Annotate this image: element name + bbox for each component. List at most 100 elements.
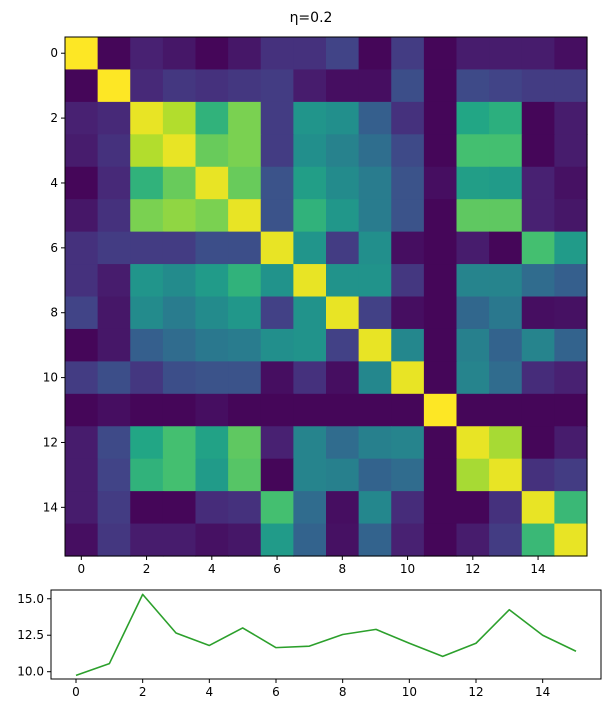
heatmap-cell-11-7 [293, 393, 327, 427]
heatmap-cell-11-10 [391, 393, 425, 427]
heatmap-cell-3-2 [130, 134, 164, 168]
heatmap-cell-9-3 [162, 328, 197, 362]
heatmap-cell-3-9 [358, 134, 392, 168]
heatmap-cell-1-6 [260, 69, 294, 103]
heatmap-cell-4-13 [489, 166, 523, 200]
heatmap-cell-1-0 [65, 69, 99, 103]
heatmap-cell-12-10 [391, 426, 425, 460]
heatmap-cell-5-1 [97, 199, 131, 233]
heatmap-cell-9-2 [130, 328, 164, 362]
heatmap-cell-9-11 [423, 328, 458, 362]
heatmap-cell-0-14 [521, 37, 555, 71]
heatmap-cell-3-1 [97, 134, 131, 168]
heatmap-y-tick-label: 4 [50, 176, 58, 190]
heatmap-cell-9-15 [554, 328, 588, 362]
heatmap-cell-2-1 [97, 101, 131, 135]
heatmap-cell-14-0 [65, 491, 99, 525]
heatmap-cell-3-12 [456, 134, 490, 168]
heatmap-cell-2-13 [489, 101, 523, 135]
heatmap-cell-3-11 [423, 134, 458, 168]
heatmap-cell-0-6 [260, 37, 294, 71]
heatmap-x-tick-label: 0 [77, 562, 85, 576]
heatmap-cell-2-10 [391, 101, 425, 135]
line-x-axis: 0 2 4 6 8 10 12 14 [72, 679, 550, 699]
heatmap-cell-15-7 [293, 523, 327, 557]
heatmap-cell-6-5 [228, 231, 262, 265]
heatmap-cells [65, 37, 588, 557]
heatmap-cell-3-10 [391, 134, 425, 168]
heatmap-cell-8-14 [521, 296, 555, 330]
heatmap-cell-3-14 [521, 134, 555, 168]
heatmap-cell-2-5 [228, 101, 262, 135]
heatmap-cell-4-1 [97, 166, 131, 200]
heatmap-cell-8-7 [293, 296, 327, 330]
heatmap-cell-12-2 [130, 426, 164, 460]
heatmap-cell-2-4 [195, 101, 229, 135]
heatmap-cell-1-11 [423, 69, 458, 103]
heatmap-cell-2-9 [358, 101, 392, 135]
heatmap-cell-14-10 [391, 491, 425, 525]
heatmap-cell-4-2 [130, 166, 164, 200]
heatmap-cell-1-5 [228, 69, 262, 103]
heatmap-cell-8-11 [423, 296, 458, 330]
heatmap-cell-8-6 [260, 296, 294, 330]
heatmap-cell-6-15 [554, 231, 588, 265]
heatmap-cell-7-4 [195, 264, 229, 298]
heatmap-cell-10-4 [195, 361, 229, 395]
heatmap-cell-1-2 [130, 69, 164, 103]
heatmap-cell-1-14 [521, 69, 555, 103]
heatmap-cell-13-13 [489, 458, 523, 492]
heatmap-cell-12-4 [195, 426, 229, 460]
heatmap-cell-5-14 [521, 199, 555, 233]
heatmap-cell-5-13 [489, 199, 523, 233]
heatmap-cell-7-14 [521, 264, 555, 298]
heatmap-cell-4-12 [456, 166, 490, 200]
line-y-tick-label: 15.0 [17, 592, 44, 606]
heatmap-cell-8-13 [489, 296, 523, 330]
heatmap-cell-7-5 [228, 264, 262, 298]
heatmap-cell-6-8 [326, 231, 360, 265]
heatmap-y-axis: 0 2 4 6 8 10 12 14 [43, 46, 65, 514]
heatmap-cell-11-2 [130, 393, 164, 427]
heatmap-cell-8-8 [326, 296, 360, 330]
heatmap-x-axis: 0 2 4 6 8 10 12 14 [77, 556, 546, 576]
heatmap-cell-3-7 [293, 134, 327, 168]
heatmap-cell-2-3 [162, 101, 197, 135]
heatmap-cell-12-15 [554, 426, 588, 460]
heatmap-cell-6-2 [130, 231, 164, 265]
heatmap-cell-4-10 [391, 166, 425, 200]
heatmap-cell-0-11 [423, 37, 458, 71]
heatmap-x-tick-label: 14 [530, 562, 545, 576]
heatmap-cell-11-12 [456, 393, 490, 427]
heatmap-cell-12-14 [521, 426, 555, 460]
heatmap-cell-6-4 [195, 231, 229, 265]
heatmap-cell-6-3 [162, 231, 197, 265]
heatmap-cell-5-8 [326, 199, 360, 233]
heatmap-cell-5-12 [456, 199, 490, 233]
heatmap-y-tick-label: 10 [43, 371, 58, 385]
heatmap-cell-2-2 [130, 101, 164, 135]
heatmap-cell-15-4 [195, 523, 229, 557]
heatmap-cell-11-1 [97, 393, 131, 427]
line-x-tick-label: 12 [468, 685, 483, 699]
heatmap-cell-3-8 [326, 134, 360, 168]
heatmap-cell-3-6 [260, 134, 294, 168]
heatmap-cell-0-1 [97, 37, 131, 71]
heatmap-cell-8-9 [358, 296, 392, 330]
heatmap-cell-10-6 [260, 361, 294, 395]
chart-title: η=0.2 [290, 10, 333, 26]
heatmap-cell-12-11 [423, 426, 458, 460]
heatmap-cell-15-15 [554, 523, 588, 557]
heatmap-cell-9-12 [456, 328, 490, 362]
heatmap-cell-7-11 [423, 264, 458, 298]
heatmap-cell-13-11 [423, 458, 458, 492]
heatmap-cell-11-14 [521, 393, 555, 427]
heatmap-cell-8-12 [456, 296, 490, 330]
heatmap-cell-10-10 [391, 361, 425, 395]
heatmap-cell-4-11 [423, 166, 458, 200]
heatmap-cell-6-11 [423, 231, 458, 265]
heatmap-cell-7-8 [326, 264, 360, 298]
heatmap-cell-4-15 [554, 166, 588, 200]
heatmap-cell-7-15 [554, 264, 588, 298]
heatmap-cell-1-3 [162, 69, 197, 103]
